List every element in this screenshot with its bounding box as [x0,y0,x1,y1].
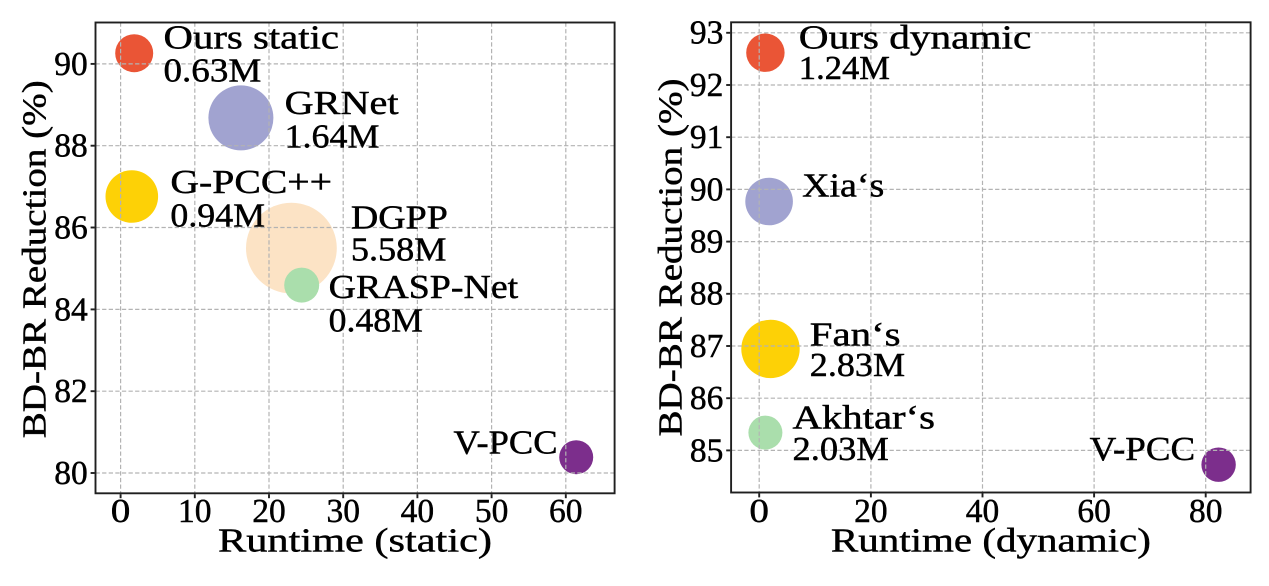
svg-text:90: 90 [54,46,88,83]
svg-text:Runtime (static): Runtime (static) [218,522,492,559]
svg-text:50: 50 [475,493,509,530]
svg-text:0.48M: 0.48M [329,303,423,340]
svg-text:93: 93 [690,15,724,52]
svg-text:85: 85 [690,432,724,469]
svg-text:0: 0 [749,493,769,530]
svg-text:87: 87 [690,328,724,365]
svg-text:Ours dynamic: Ours dynamic [799,19,1032,56]
svg-text:88: 88 [690,276,724,313]
svg-text:BD-BR Reduction (%): BD-BR Reduction (%) [652,79,689,437]
svg-text:20: 20 [252,493,286,530]
svg-text:82: 82 [54,373,88,410]
svg-text:90: 90 [690,171,724,208]
svg-text:V-PCC: V-PCC [1090,431,1196,468]
svg-text:2.03M: 2.03M [793,431,889,468]
svg-text:BD-BR Reduction (%): BD-BR Reduction (%) [16,80,53,438]
svg-text:Runtime (dynamic): Runtime (dynamic) [831,522,1151,559]
svg-text:86: 86 [54,209,88,246]
svg-text:2.83M: 2.83M [810,347,905,384]
svg-text:0: 0 [111,493,131,530]
svg-text:91: 91 [690,119,724,156]
svg-text:80: 80 [1189,493,1223,530]
svg-text:Xia‘s: Xia‘s [802,167,884,204]
svg-text:GRNet: GRNet [285,85,400,122]
svg-text:80: 80 [54,455,88,492]
svg-text:30: 30 [326,493,360,530]
svg-text:92: 92 [690,67,724,104]
svg-text:0.63M: 0.63M [164,53,262,90]
svg-text:0.94M: 0.94M [170,197,265,234]
svg-text:V-PCC: V-PCC [454,424,558,461]
svg-text:86: 86 [690,380,724,417]
svg-text:Ours static: Ours static [164,19,340,56]
svg-text:84: 84 [54,291,88,328]
svg-text:1.64M: 1.64M [285,119,380,156]
svg-text:G-PCC++: G-PCC++ [170,164,332,201]
svg-text:40: 40 [966,493,1000,530]
svg-text:1.24M: 1.24M [799,50,890,87]
svg-text:DGPP: DGPP [351,199,448,236]
svg-text:60: 60 [549,493,583,530]
svg-text:Akhtar‘s: Akhtar‘s [793,400,936,437]
svg-text:40: 40 [401,493,435,530]
svg-text:10: 10 [178,493,212,530]
svg-text:89: 89 [690,224,724,261]
svg-text:88: 88 [54,128,88,165]
svg-text:GRASP-Net: GRASP-Net [329,269,519,306]
svg-text:60: 60 [1077,493,1111,530]
svg-text:5.58M: 5.58M [351,232,447,269]
svg-text:20: 20 [854,493,888,530]
svg-text:Fan‘s: Fan‘s [810,316,901,353]
